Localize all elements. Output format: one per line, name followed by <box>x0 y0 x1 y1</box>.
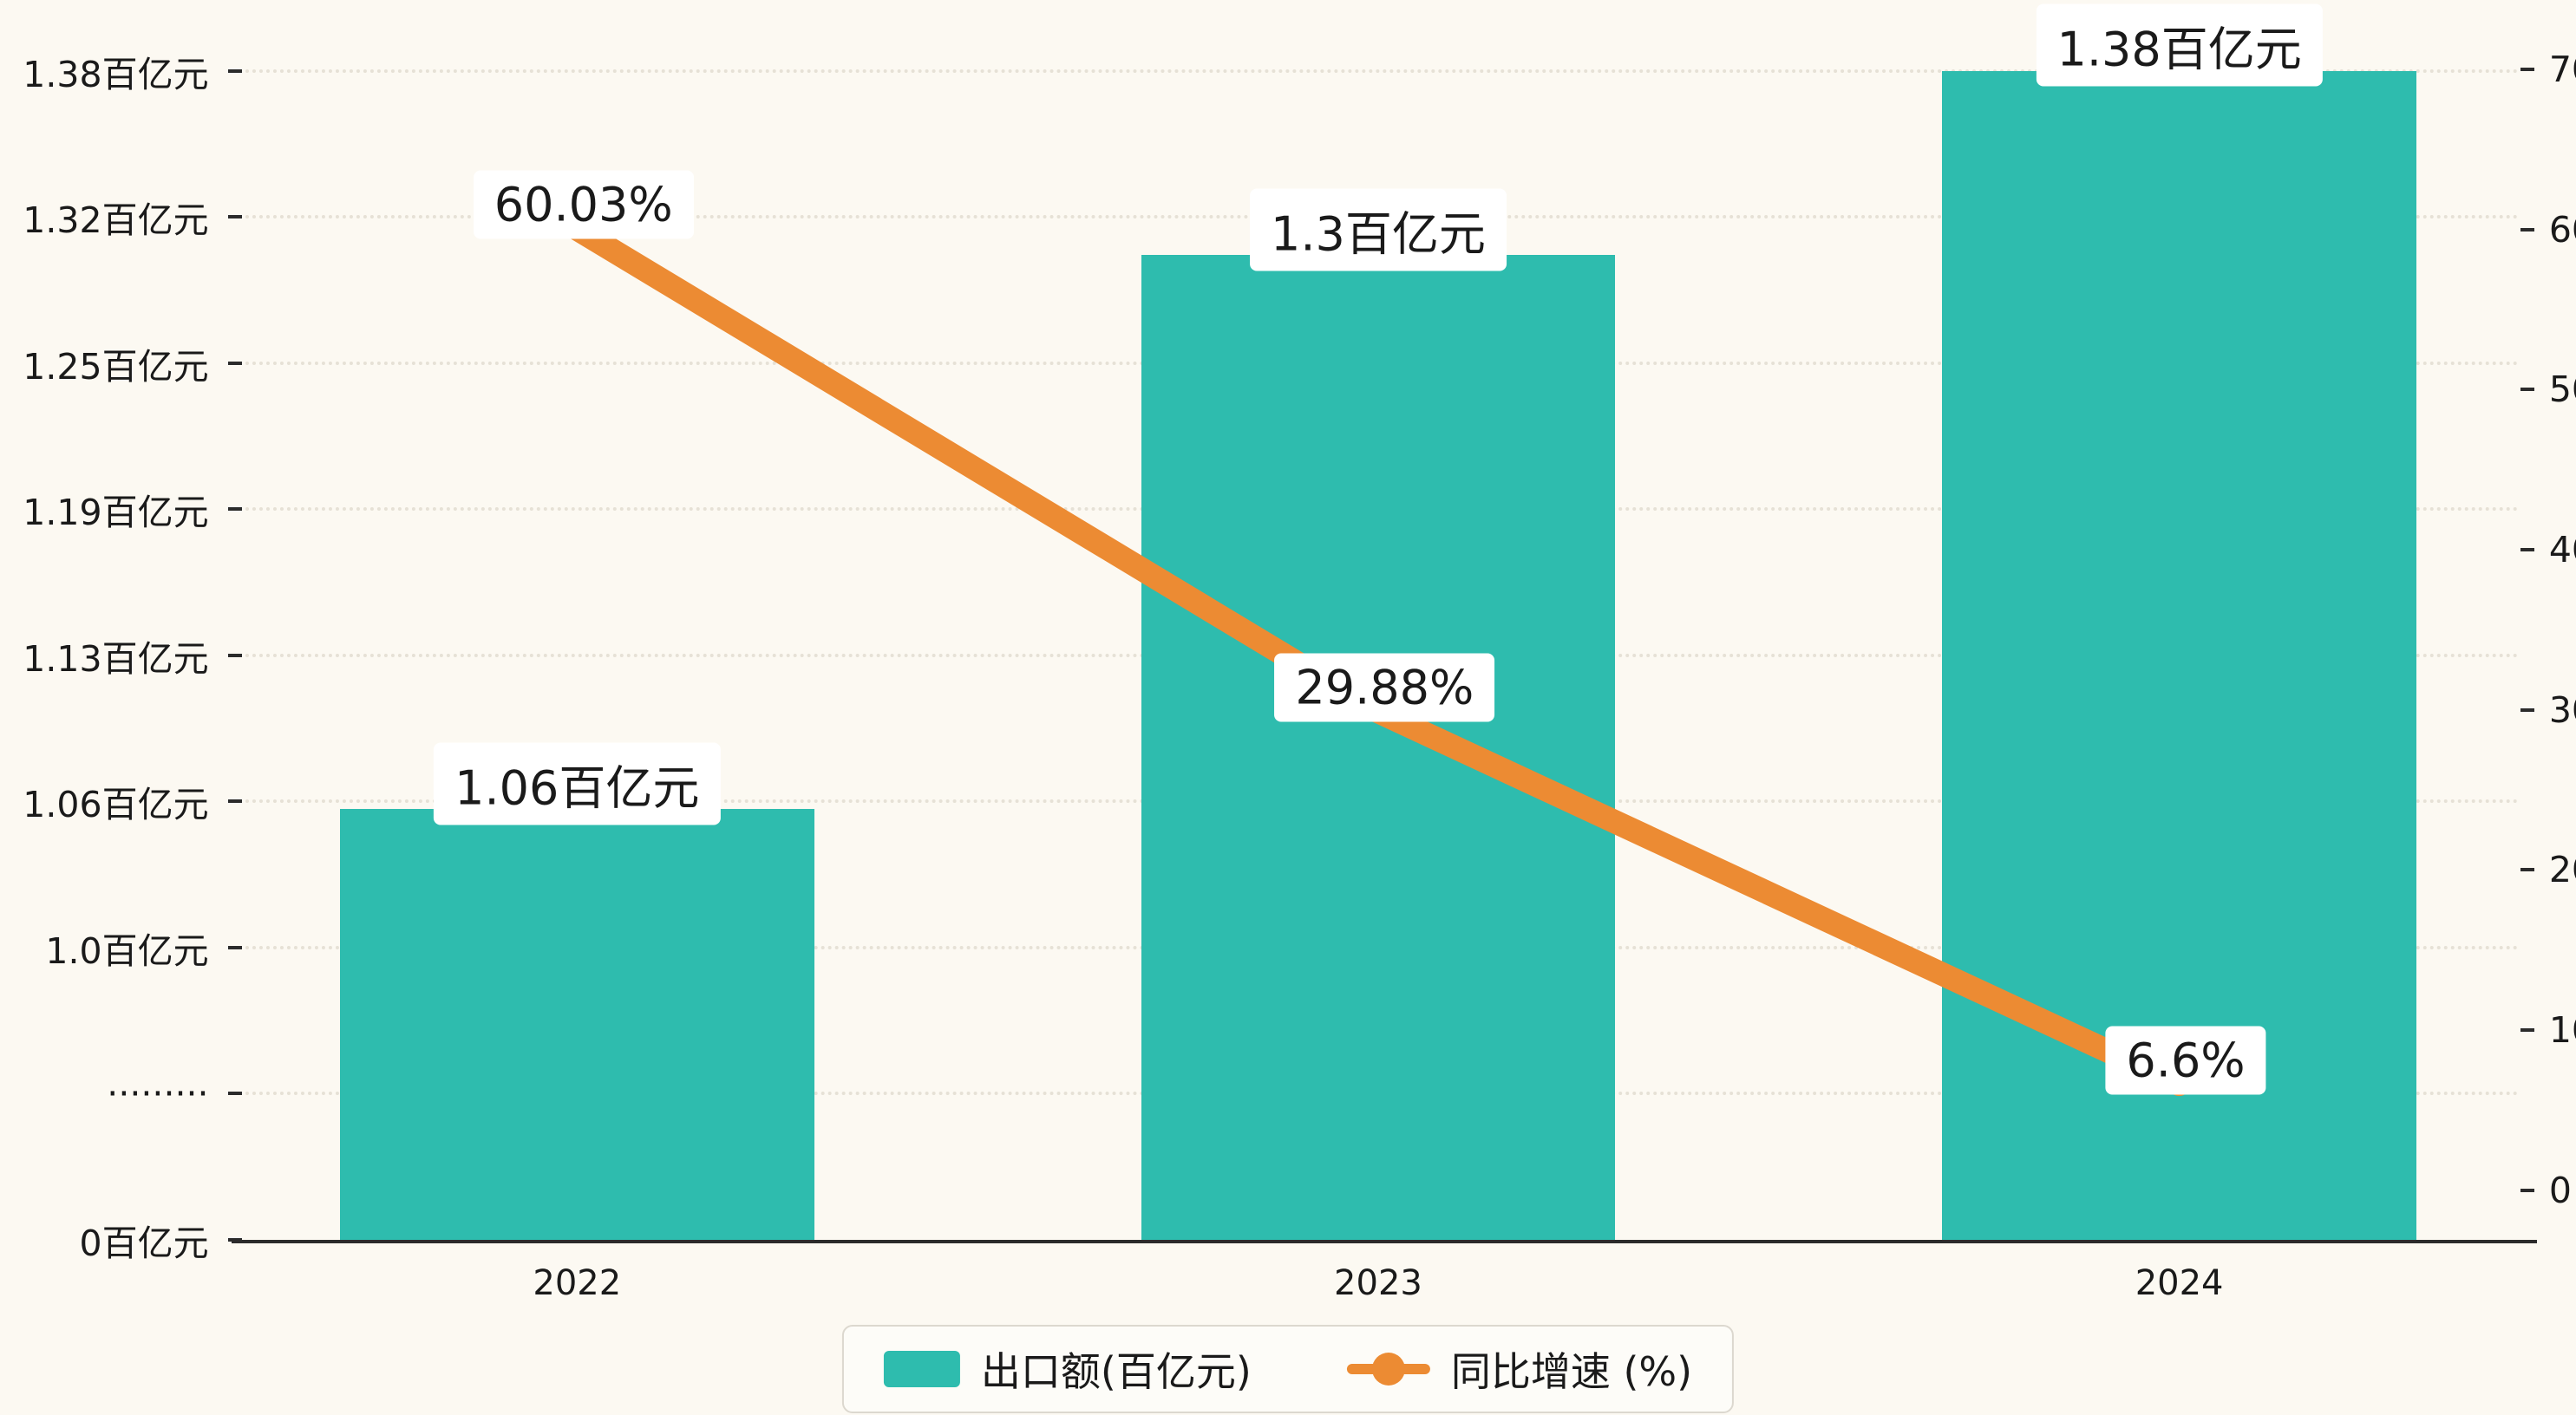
legend-marker-growth-line <box>1346 1352 1430 1386</box>
left-axis-tick-mark <box>227 945 243 949</box>
right-axis-tick-label: 10 <box>2548 1008 2576 1051</box>
left-axis-tick-mark <box>227 215 243 219</box>
right-axis-tick-label: 40 <box>2548 528 2576 571</box>
left-axis-tick-label: 1.32百亿元 <box>23 199 209 242</box>
left-axis-tick-label: 1.25百亿元 <box>23 345 209 388</box>
legend-swatch-export-bar <box>883 1350 960 1387</box>
right-axis-tick-mark <box>2520 1027 2535 1032</box>
legend-label-export: 出口额(百亿元) <box>980 1347 1252 1395</box>
left-axis-tick-label: 1.13百亿元 <box>23 637 209 680</box>
left-axis-tick-label: 0百亿元 <box>79 1222 209 1264</box>
bar-value-label: 1.06百亿元 <box>434 742 721 825</box>
x-axis-line <box>232 1239 2538 1243</box>
right-axis-tick-label: 70 <box>2548 48 2576 90</box>
x-axis-label: 2023 <box>1334 1263 1422 1304</box>
line-value-label: 60.03% <box>473 170 694 239</box>
left-axis-tick-label: 1.0百亿元 <box>45 929 209 972</box>
gridline <box>232 68 2520 73</box>
left-axis-tick-mark <box>227 507 243 512</box>
right-axis-tick-mark <box>2520 67 2535 71</box>
line-value-label: 29.88% <box>1274 653 1495 722</box>
left-axis-tick-mark <box>227 68 243 73</box>
right-axis-tick-label: 20 <box>2548 849 2576 891</box>
left-axis-tick-mark <box>227 1092 243 1096</box>
right-axis-tick-label: 30 <box>2548 688 2576 731</box>
legend-item-export: 出口额(百亿元) <box>883 1340 1252 1398</box>
left-axis-tick-mark <box>227 361 243 365</box>
x-axis-label: 2024 <box>2135 1263 2224 1304</box>
right-axis-tick-mark <box>2520 388 2535 392</box>
right-axis-tick-label: 0 <box>2548 1169 2572 1211</box>
right-axis-tick-label: 50 <box>2548 368 2576 411</box>
bar-2023 <box>1141 255 1616 1240</box>
line-value-label: 6.6% <box>2105 1026 2266 1095</box>
right-axis-tick-label: 60 <box>2548 208 2576 251</box>
legend-item-growth: 同比增速 (%) <box>1346 1340 1693 1398</box>
left-axis-tick-label: 1.06百亿元 <box>23 784 209 826</box>
right-axis-tick-mark <box>2520 708 2535 712</box>
left-axis-tick-mark <box>227 653 243 657</box>
right-axis-tick-mark <box>2520 868 2535 872</box>
left-axis-tick-label: 1.19百亿元 <box>23 492 209 534</box>
left-axis-tick-mark <box>227 799 243 804</box>
left-axis-tick-label: 1.38百亿元 <box>23 53 209 95</box>
bar-value-label: 1.3百亿元 <box>1249 188 1507 271</box>
legend: 出口额(百亿元) 同比增速 (%) <box>841 1324 1735 1413</box>
legend-label-growth: 同比增速 (%) <box>1450 1347 1693 1395</box>
right-axis-tick-mark <box>2520 547 2535 551</box>
bar-value-label: 1.38百亿元 <box>2036 3 2323 87</box>
right-axis-tick-mark <box>2520 1188 2535 1192</box>
x-axis-label: 2022 <box>533 1263 622 1304</box>
right-axis-tick-mark <box>2520 227 2535 231</box>
bar-2022 <box>340 808 814 1240</box>
left-axis-tick-label: ········· <box>107 1073 209 1115</box>
legend-marker-growth-dot <box>1371 1352 1405 1386</box>
